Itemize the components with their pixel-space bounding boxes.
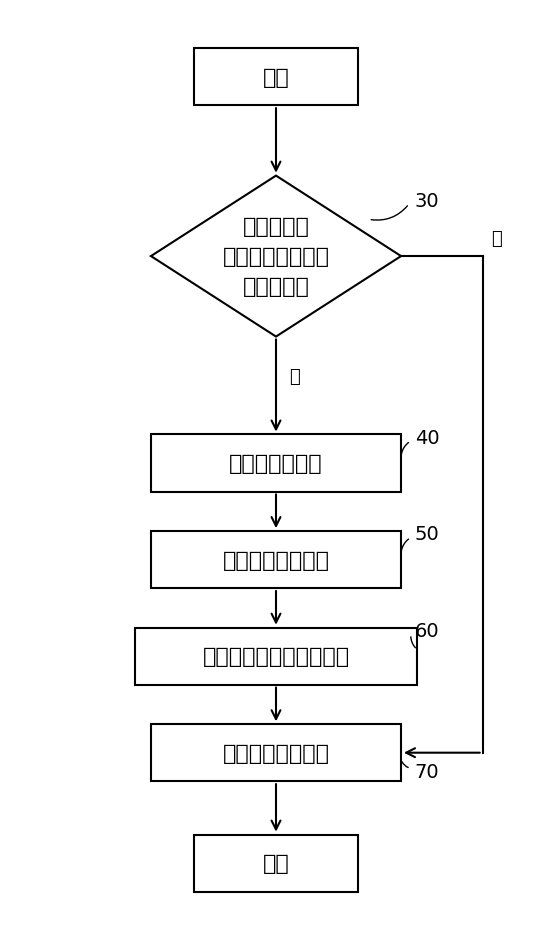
Text: 是: 是	[290, 367, 300, 386]
Text: 70: 70	[415, 762, 439, 781]
FancyBboxPatch shape	[151, 531, 401, 589]
FancyBboxPatch shape	[194, 49, 358, 106]
Text: 喷油器回油故障诊断模块: 喷油器回油故障诊断模块	[203, 646, 349, 667]
FancyBboxPatch shape	[135, 628, 417, 685]
Text: 结束: 结束	[263, 853, 289, 873]
Text: 60: 60	[415, 621, 439, 641]
Text: 轨压变化处理模块: 轨压变化处理模块	[222, 550, 330, 570]
Text: 否: 否	[491, 230, 502, 248]
Text: 轨压过渡控制模块: 轨压过渡控制模块	[222, 743, 330, 763]
Text: 开始: 开始	[263, 68, 289, 88]
FancyBboxPatch shape	[151, 724, 401, 781]
Text: 50: 50	[415, 525, 439, 544]
Text: 轨压预控制模块: 轨压预控制模块	[229, 453, 323, 474]
Text: 30: 30	[415, 192, 439, 211]
FancyBboxPatch shape	[194, 834, 358, 892]
FancyBboxPatch shape	[151, 435, 401, 492]
Text: 判断发动机
工况检测模块满足
诊断条件？: 判断发动机 工况检测模块满足 诊断条件？	[222, 217, 330, 297]
Text: 40: 40	[415, 428, 439, 447]
Polygon shape	[151, 176, 401, 337]
